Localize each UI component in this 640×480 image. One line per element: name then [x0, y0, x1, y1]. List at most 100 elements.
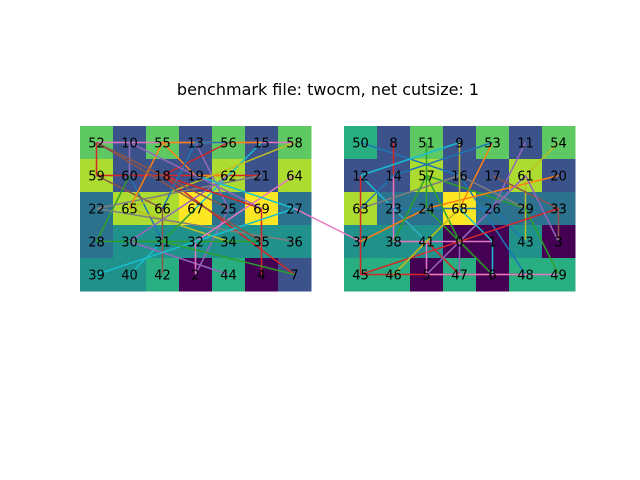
cell-label-39: 39	[88, 269, 105, 284]
cell-label-59: 59	[88, 170, 105, 185]
cell-label-8: 8	[389, 137, 397, 152]
net-line-19-0	[96, 141, 229, 210]
cell-label-2: 2	[191, 269, 199, 284]
net-line-17-0	[161, 207, 197, 243]
cell-label-42: 42	[154, 269, 171, 284]
cell-label-43: 43	[517, 236, 534, 251]
cell-label-49: 49	[550, 269, 567, 284]
cell-label-62: 62	[220, 170, 237, 185]
net-line-24-0	[360, 141, 460, 177]
cell-label-68: 68	[451, 203, 468, 218]
cell-label-40: 40	[121, 269, 138, 284]
net-line-16-0	[161, 142, 197, 209]
net-line-26-0	[491, 142, 527, 209]
net-line-9-0	[95, 175, 131, 242]
net-line-8-0	[96, 174, 163, 210]
net-line-31-0	[492, 174, 559, 210]
net-line-13-0	[162, 174, 262, 210]
cell-label-9: 9	[455, 137, 463, 152]
net-line-20-0	[294, 207, 361, 243]
cell-label-12: 12	[352, 170, 369, 185]
cell-label-34: 34	[220, 236, 237, 251]
net-line-42-0	[393, 141, 493, 177]
cell-label-28: 28	[88, 236, 105, 251]
net-lines	[95, 141, 560, 276]
cell-label-47: 47	[451, 269, 468, 284]
cell-20	[542, 159, 576, 193]
figure-title: benchmark file: twocm, net cutsize: 1	[177, 80, 479, 99]
cell-label-25: 25	[220, 203, 237, 218]
net-line-15-0	[128, 142, 164, 209]
cell-label-46: 46	[385, 269, 402, 284]
cell-label-52: 52	[88, 137, 105, 152]
net-line-5-1	[162, 174, 295, 276]
cell-label-69: 69	[253, 203, 270, 218]
cell-label-30: 30	[121, 236, 138, 251]
cell-label-35: 35	[253, 236, 270, 251]
net-line-35-0	[458, 207, 494, 243]
cell-label-5: 5	[422, 269, 430, 284]
net-line-21-1	[458, 175, 527, 275]
cell-label-23: 23	[385, 203, 402, 218]
net-line-38-0	[392, 175, 428, 242]
net-line-14-1	[96, 207, 295, 276]
cell-label-64: 64	[286, 170, 303, 185]
net-line-10-0	[129, 174, 229, 243]
cell-label-3: 3	[554, 236, 562, 251]
net-line-40-1	[491, 174, 527, 210]
cell-label-4: 4	[257, 269, 265, 284]
cell-label-60: 60	[121, 170, 138, 185]
cell-36	[278, 225, 312, 259]
cell-label-56: 56	[220, 137, 237, 152]
cell-label-15: 15	[253, 137, 270, 152]
cell-label-63: 63	[352, 203, 369, 218]
cell-label-24: 24	[418, 203, 435, 218]
cell-label-17: 17	[484, 170, 501, 185]
net-line-5-0	[162, 141, 229, 177]
cell-label-38: 38	[385, 236, 402, 251]
cell-label-26: 26	[484, 203, 501, 218]
cell-label-67: 67	[187, 203, 204, 218]
cell-label-33: 33	[550, 203, 567, 218]
net-line-40-0	[524, 175, 560, 242]
cell-label-14: 14	[385, 170, 402, 185]
cell-label-36: 36	[286, 236, 303, 251]
cell-label-54: 54	[550, 137, 567, 152]
net-line-10-1	[129, 240, 229, 276]
cell-label-10: 10	[121, 137, 138, 152]
cell-label-51: 51	[418, 137, 435, 152]
net-line-17-1	[162, 240, 295, 276]
net-line-38-1	[425, 175, 461, 242]
net-line-33-1	[360, 207, 427, 243]
cell-label-50: 50	[352, 137, 369, 152]
cell-label-11: 11	[517, 137, 534, 152]
net-line-41-0	[392, 207, 461, 276]
cell-64	[278, 159, 312, 193]
cell-label-58: 58	[286, 137, 303, 152]
cell-label-13: 13	[187, 137, 204, 152]
cell-label-19: 19	[187, 170, 204, 185]
net-line-19-1	[96, 141, 262, 243]
cell-label-32: 32	[187, 236, 204, 251]
cell-label-27: 27	[286, 203, 303, 218]
net-line-14-0	[195, 174, 295, 210]
cell-label-16: 16	[451, 170, 468, 185]
net-line-7-0	[129, 141, 295, 210]
cell-label-6: 6	[488, 269, 496, 284]
cell-label-44: 44	[220, 269, 237, 284]
cell-label-57: 57	[418, 170, 435, 185]
net-line-2-1	[128, 175, 164, 242]
cell-label-21: 21	[253, 170, 270, 185]
cell-label-41: 41	[418, 236, 435, 251]
cell-label-53: 53	[484, 137, 501, 152]
cell-label-66: 66	[154, 203, 171, 218]
net-line-42-1	[359, 174, 395, 210]
cell-label-7: 7	[290, 269, 298, 284]
cell-label-1: 1	[488, 236, 496, 251]
cell-label-0: 0	[455, 236, 463, 251]
cell-label-31: 31	[154, 236, 171, 251]
net-line-12-0	[195, 174, 295, 243]
net-line-25-0	[458, 142, 494, 209]
net-line-36-1	[360, 174, 460, 210]
